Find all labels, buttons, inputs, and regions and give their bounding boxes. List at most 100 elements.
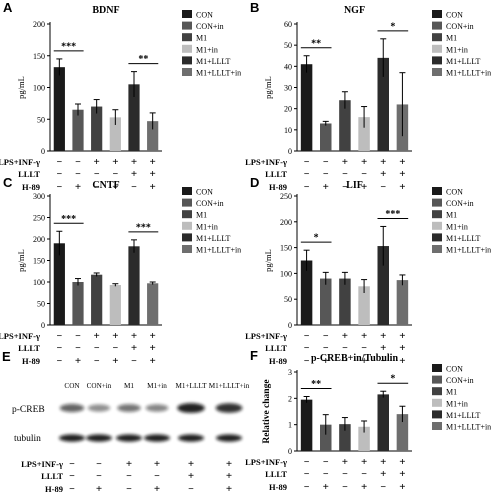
bar-m1-lllt <box>377 246 389 325</box>
legend-label: M1+LLLT <box>196 234 231 243</box>
condition-mark: − <box>304 331 310 342</box>
bar-con-in <box>72 282 84 325</box>
legend-swatch <box>182 233 192 242</box>
y-tick-label: 60 <box>284 20 292 29</box>
legend-label: M1+LLLT <box>446 57 481 66</box>
y-tick-label: 3 <box>288 368 292 377</box>
condition-mark: + <box>399 168 405 180</box>
condition-mark: + <box>342 330 348 342</box>
condition-mark: + <box>323 181 329 193</box>
y-tick-label: 100 <box>280 269 292 278</box>
y-tick-label: 50 <box>284 41 292 50</box>
bar-m1-lllt <box>128 246 140 325</box>
condition-mark: − <box>323 157 329 168</box>
y-tick-label: 2 <box>288 394 292 403</box>
condition-mark: − <box>361 343 367 354</box>
condition-mark: + <box>188 458 194 470</box>
condition-mark: + <box>154 483 160 495</box>
legend-swatch <box>432 68 442 76</box>
legend-label: M1+in <box>446 222 468 231</box>
legend-swatch <box>182 33 192 42</box>
condition-mark: + <box>112 355 118 367</box>
condition-mark: + <box>75 355 81 367</box>
legend-label: M1+LLLT+in <box>196 69 241 78</box>
legend-label: CON+in <box>446 22 474 31</box>
condition-label: LPS+INF-γ <box>245 157 287 167</box>
condition-mark: + <box>150 355 156 367</box>
legend-label: M1+LLLT+in <box>446 423 491 432</box>
significance-stars: ** <box>311 38 321 49</box>
bar-m1 <box>91 274 103 325</box>
significance-stars: *** <box>61 214 76 225</box>
condition-label: H-89 <box>269 482 287 492</box>
condition-mark: − <box>304 469 310 480</box>
condition-mark: − <box>75 331 81 342</box>
condition-label: H-89 <box>22 182 40 192</box>
chart-title: NGF <box>344 5 365 16</box>
blot-row-label-pcreb: p-CREB <box>12 405 45 415</box>
legend-swatch <box>432 44 442 53</box>
condition-mark: − <box>304 356 310 367</box>
y-tick-label: 200 <box>280 218 292 227</box>
bar-m1 <box>339 100 351 151</box>
bar-con <box>300 399 313 451</box>
legend-swatch <box>182 210 192 219</box>
condition-mark: − <box>69 484 75 495</box>
y-axis-label: pg/mL <box>16 76 26 99</box>
y-tick-label: 30 <box>284 84 292 93</box>
condition-mark: − <box>131 356 137 367</box>
bar-con <box>53 67 65 151</box>
condition-mark: − <box>323 331 329 342</box>
condition-mark: − <box>304 482 310 493</box>
condition-mark: − <box>361 169 367 180</box>
condition-mark: + <box>150 181 156 193</box>
condition-mark: − <box>94 356 100 367</box>
legend-label: M1 <box>446 34 457 43</box>
legend-swatch <box>432 10 442 18</box>
bar-con-in <box>320 424 332 451</box>
panel-letter: A <box>3 0 13 15</box>
panel-letter: D <box>250 175 259 190</box>
condition-mark: + <box>399 456 405 468</box>
condition-mark: + <box>150 168 156 180</box>
y-tick-label: 0 <box>288 447 292 456</box>
legend-swatch <box>432 422 442 430</box>
bar-con <box>300 64 313 151</box>
condition-mark: + <box>342 156 348 168</box>
condition-label: H-89 <box>22 356 40 366</box>
condition-mark: − <box>342 169 348 180</box>
tubulin-band <box>116 434 142 442</box>
legend-label: CON+in <box>446 199 474 208</box>
condition-mark: + <box>94 330 100 342</box>
legend-swatch <box>182 44 192 53</box>
condition-label: H-89 <box>269 182 287 192</box>
pcreb-band <box>87 404 111 412</box>
legend-label: CON <box>196 188 213 197</box>
condition-mark: + <box>380 456 386 468</box>
legend-swatch <box>432 233 442 242</box>
legend-swatch <box>182 68 192 76</box>
condition-mark: − <box>342 182 348 193</box>
blot-lane-label-m1-lllt-in: M1+LLLT+in <box>209 382 250 390</box>
condition-mark: + <box>112 156 118 168</box>
legend-swatch <box>432 21 442 30</box>
significance-stars: ** <box>311 379 321 390</box>
condition-mark: + <box>380 468 386 480</box>
legend-label: M1+in <box>446 45 468 54</box>
condition-mark: − <box>126 471 132 482</box>
panel-letter: B <box>250 0 259 15</box>
y-tick-label: 300 <box>33 192 45 201</box>
condition-mark: + <box>380 168 386 180</box>
bar-con <box>300 260 313 325</box>
condition-mark: + <box>150 342 156 354</box>
significance-stars: *** <box>136 222 151 233</box>
y-tick-label: 150 <box>280 244 292 253</box>
tubulin-band <box>216 434 242 442</box>
condition-label: LLLT <box>18 169 40 179</box>
legend-swatch <box>182 198 192 207</box>
y-tick-label: 10 <box>284 126 292 135</box>
condition-mark: − <box>304 169 310 180</box>
legend-label: M1 <box>196 211 207 220</box>
y-tick-label: 40 <box>284 62 292 71</box>
